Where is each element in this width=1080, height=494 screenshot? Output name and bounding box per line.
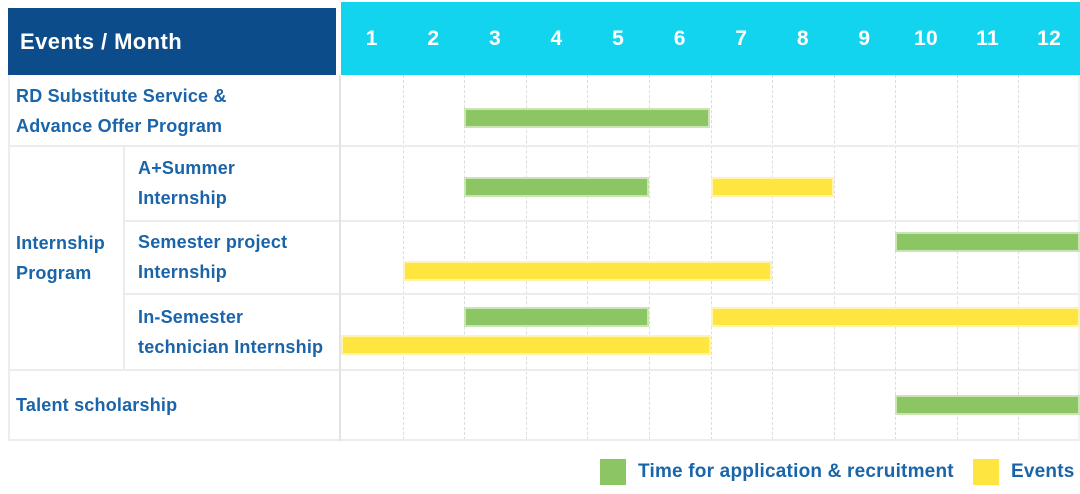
month-header-cell: 1 [365, 26, 378, 50]
row-label-line: Talent scholarship [16, 395, 178, 415]
row-label-line: Internship [138, 262, 228, 282]
row-label-line: In-Semester [138, 307, 244, 327]
row-label-a-summer-internship: A+Summer Internship [124, 146, 340, 220]
events-legend-swatch [973, 459, 999, 485]
group-sublabel-divider [123, 146, 125, 370]
row-label-line: technician Internship [138, 337, 324, 357]
month-gridline [464, 75, 466, 440]
row-divider [8, 145, 1080, 147]
gantt-bar-events [402, 261, 773, 281]
month-gridline [710, 75, 712, 440]
gantt-bar-events [341, 335, 711, 355]
legend-item-events: Events [973, 459, 1075, 485]
month-header-cell: 7 [735, 26, 748, 50]
group-label-line: Internship [16, 233, 106, 253]
month-header-cell: 4 [550, 26, 563, 50]
gantt-bar-recruitment [464, 307, 649, 327]
gantt-bar-events [710, 177, 834, 197]
gantt-bar-recruitment [895, 232, 1080, 252]
month-gridline [772, 75, 774, 440]
month-header-cell: 3 [488, 26, 501, 50]
table-bottom-border [8, 439, 1080, 441]
row-label-in-semester-technician-internship: In-Semester technician Internship [124, 294, 340, 370]
legend-label: Events [1011, 461, 1075, 482]
row-label-line: RD Substitute Service & [16, 85, 227, 106]
row-label-line: Advance Offer Program [16, 115, 223, 136]
events-month-header-cell: Events / Month [8, 8, 336, 75]
recruitment-legend-swatch [600, 459, 626, 485]
month-header-cell: 12 [1037, 26, 1062, 50]
gantt-bar-events [710, 307, 1080, 327]
table-left-border [8, 75, 10, 441]
month-header-cell: 10 [914, 26, 938, 50]
gantt-bar-recruitment [464, 108, 711, 128]
month-gridline [402, 75, 404, 440]
month-header-cell: 2 [427, 26, 440, 50]
month-gridline [1018, 75, 1020, 440]
row-divider [8, 369, 1080, 371]
month-header-cell: 8 [796, 26, 809, 50]
row-divider [124, 220, 1080, 222]
label-grid-divider [339, 75, 341, 441]
events-month-header-label: Events / Month [20, 28, 183, 54]
group-label-line: Program [16, 263, 92, 283]
row-label-line: Internship [138, 188, 228, 208]
row-label-line: A+Summer [138, 158, 236, 178]
row-label-rd-substitute: RD Substitute Service & Advance Offer Pr… [8, 75, 340, 146]
legend-item-recruitment: Time for application & recruitment [600, 459, 954, 485]
month-gridline [587, 75, 589, 440]
month-header-cell: 9 [858, 26, 871, 50]
month-header-cell: 11 [976, 26, 999, 50]
month-header-cell: 6 [673, 26, 686, 50]
legend-label: Time for application & recruitment [638, 461, 954, 482]
gantt-bar-recruitment [464, 177, 649, 197]
row-label-talent-scholarship: Talent scholarship [8, 370, 340, 440]
group-label-internship-program: Internship Program [8, 146, 124, 370]
row-label-semester-project-internship: Semester project Internship [124, 220, 340, 294]
table-right-border [1078, 75, 1080, 441]
month-gridline [956, 75, 958, 440]
month-header-cell: 5 [612, 26, 625, 50]
month-gridline [833, 75, 835, 440]
month-header-row: 1 2 3 4 5 6 7 8 9 10 11 12 [341, 2, 1080, 75]
month-gridline [525, 75, 527, 440]
row-label-line: Semester project [138, 232, 288, 252]
gantt-bar-recruitment [895, 395, 1080, 415]
month-gridline [895, 75, 897, 440]
month-gridline [648, 75, 650, 440]
row-divider [124, 293, 1080, 295]
